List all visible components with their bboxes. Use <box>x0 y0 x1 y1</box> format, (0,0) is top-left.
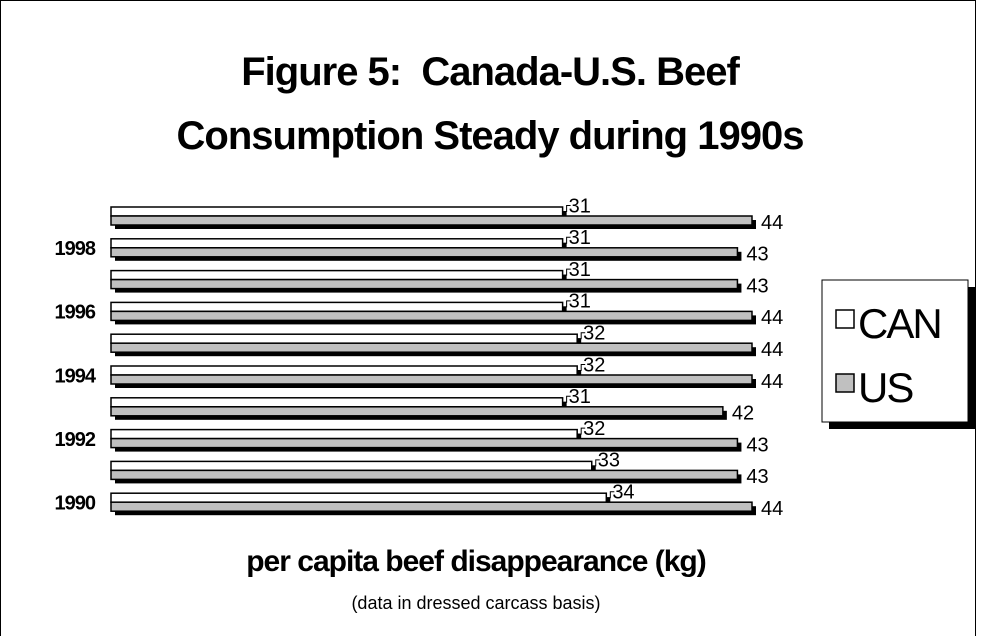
data-label: 31 <box>569 386 591 408</box>
bar <box>110 460 593 472</box>
bar <box>110 269 564 281</box>
bar <box>110 247 739 258</box>
bar <box>110 238 564 249</box>
bar <box>110 342 753 353</box>
data-label: 33 <box>598 450 620 472</box>
data-label: 43 <box>746 244 768 266</box>
data-label: 31 <box>569 291 591 313</box>
data-label: 43 <box>746 466 768 488</box>
bar <box>110 215 753 226</box>
legend-swatch <box>835 309 855 329</box>
label-leader <box>562 395 571 403</box>
bar <box>110 428 578 440</box>
bar <box>110 365 578 376</box>
data-label: 44 <box>761 339 783 361</box>
label-leader <box>577 332 586 340</box>
data-label: 31 <box>569 195 591 217</box>
bar <box>110 492 608 503</box>
label-leader <box>591 459 600 467</box>
bar <box>110 374 753 385</box>
x-axis-title: per capita beef disappearance (kg) <box>246 545 706 578</box>
y-tick-label: 1994 <box>55 365 97 387</box>
label-leader <box>562 268 571 276</box>
bar <box>110 437 739 449</box>
legend-swatch <box>835 373 855 393</box>
label-leader <box>606 491 615 499</box>
bar <box>110 310 753 322</box>
bar <box>110 469 739 481</box>
data-label: 42 <box>732 403 754 425</box>
legend-label: CAN <box>858 300 941 347</box>
data-label: 43 <box>746 275 768 297</box>
data-label: 31 <box>569 227 591 249</box>
data-label: 44 <box>761 212 783 234</box>
data-label: 32 <box>583 322 605 344</box>
label-leader <box>577 427 586 435</box>
data-label: 44 <box>761 307 783 329</box>
bar <box>110 501 753 512</box>
y-tick-label: 1998 <box>55 238 96 260</box>
label-leader <box>562 205 571 212</box>
data-label: 44 <box>761 498 783 520</box>
bar <box>110 406 724 417</box>
chart-title: Figure 5: Canada-U.S. Beef Consumption S… <box>176 50 805 158</box>
bar <box>110 206 564 217</box>
subtitle: (data in dressed carcass basis) <box>351 593 600 613</box>
label-leader <box>577 364 586 371</box>
data-label: 44 <box>761 371 783 393</box>
data-label: 32 <box>583 354 605 376</box>
legend-label: US <box>858 364 913 411</box>
bar <box>110 278 739 290</box>
bar <box>110 333 578 344</box>
data-label: 32 <box>583 418 605 440</box>
label-leader <box>562 236 571 244</box>
label-leader <box>562 300 571 308</box>
data-label: 34 <box>612 481 634 503</box>
data-label: 43 <box>746 434 768 456</box>
y-tick-label: 1996 <box>55 302 96 324</box>
bar <box>110 301 564 313</box>
data-label: 31 <box>569 259 591 281</box>
bar <box>110 397 564 408</box>
legend-box <box>821 279 969 423</box>
y-tick-label: 1992 <box>55 429 96 451</box>
y-tick-label: 1990 <box>55 492 96 514</box>
